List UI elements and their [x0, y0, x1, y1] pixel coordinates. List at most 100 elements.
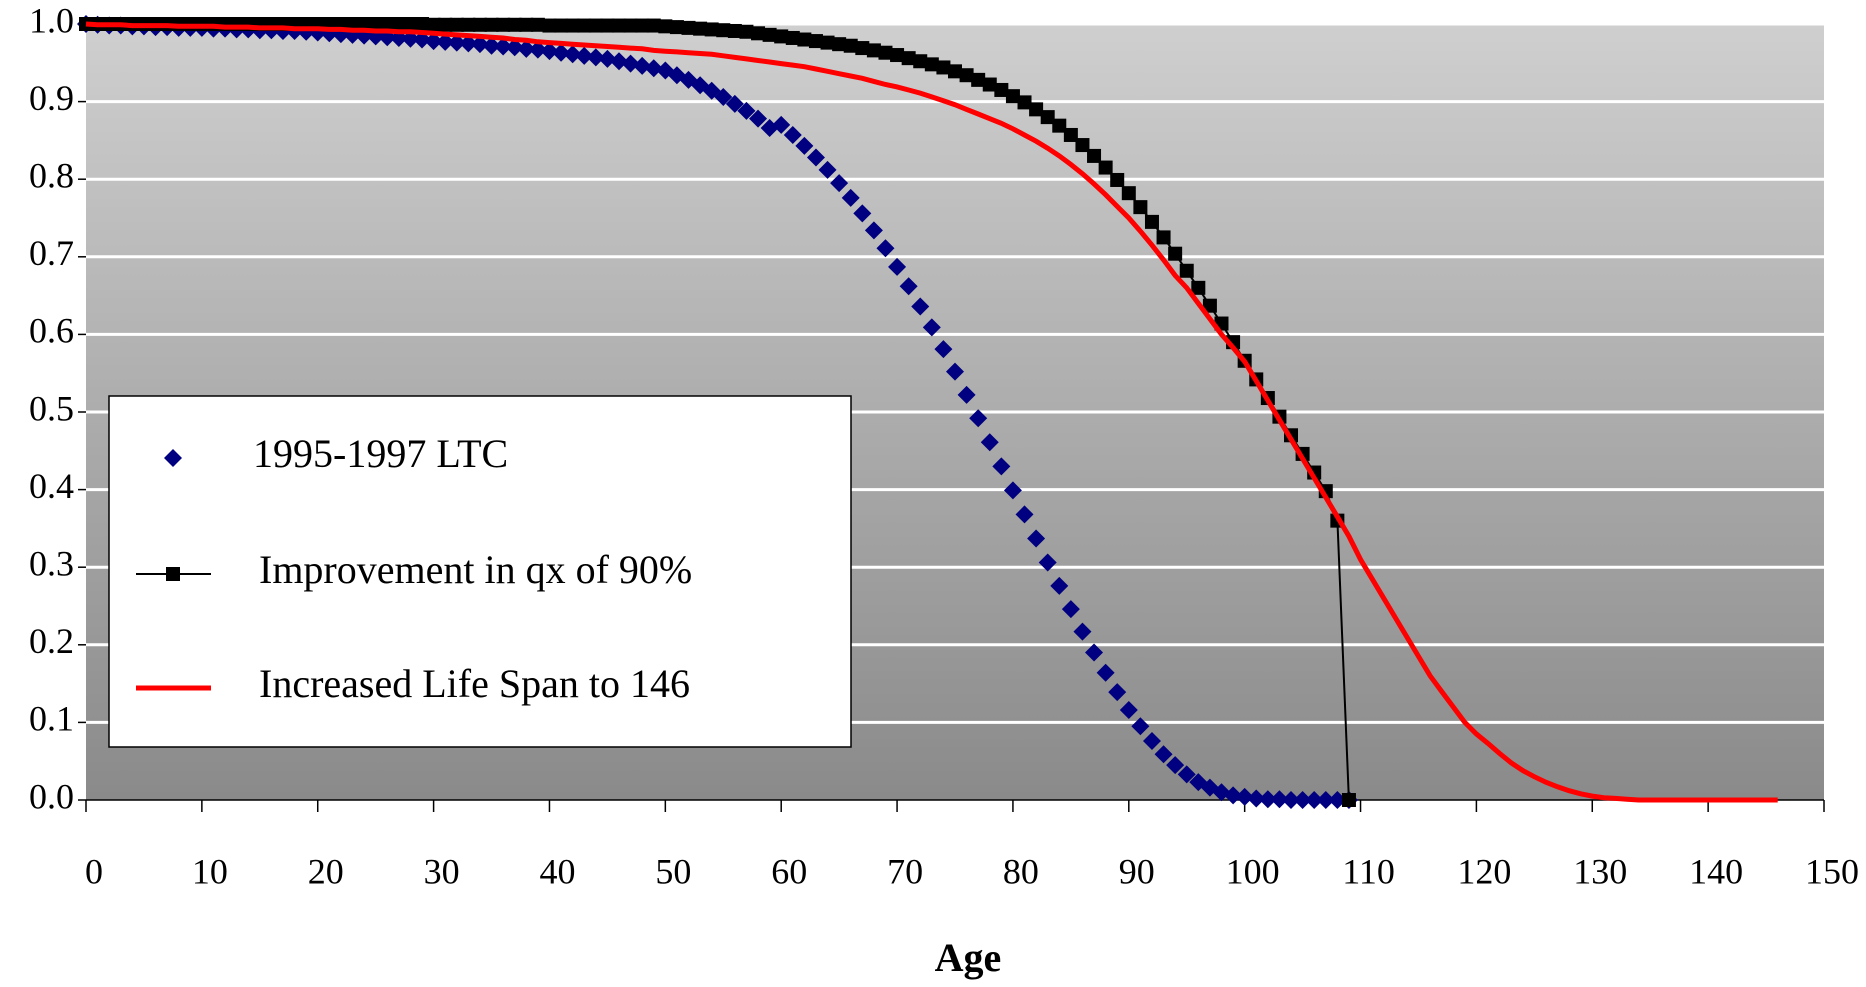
- square-marker: [565, 18, 580, 33]
- diamond-marker: [1224, 786, 1243, 805]
- square-marker: [1040, 110, 1055, 125]
- square-marker: [415, 17, 430, 31]
- diamond-marker: [1328, 791, 1347, 809]
- square-marker: [1052, 118, 1067, 133]
- square-marker: [357, 17, 372, 31]
- legend-symbol: [164, 449, 182, 467]
- square-marker: [774, 29, 789, 44]
- x-tick-label: 110: [1342, 851, 1395, 891]
- y-tick-label: 0.7: [29, 233, 74, 273]
- y-tick-label: 0.5: [29, 388, 74, 428]
- diamond-marker: [1305, 791, 1324, 809]
- legend-label: 1995-1997 LTC: [253, 431, 508, 476]
- square-marker: [693, 21, 708, 36]
- square-marker: [1202, 298, 1217, 313]
- diamond-marker: [598, 49, 617, 68]
- legend: 1995-1997 LTC Improvement in qx of 90% Inc…: [108, 395, 852, 748]
- square-marker: [1017, 95, 1032, 110]
- y-tick-label: 0.8: [29, 155, 74, 195]
- x-tick-label: 70: [887, 851, 923, 891]
- square-marker: [832, 37, 847, 52]
- diamond-marker: [1142, 732, 1161, 751]
- square-marker: [611, 18, 626, 33]
- square-marker: [762, 27, 777, 42]
- square-marker: [1156, 230, 1171, 245]
- square-marker: [1121, 186, 1136, 201]
- square-marker: [866, 43, 881, 58]
- square-marker: [1005, 89, 1020, 104]
- square-marker: [484, 17, 499, 32]
- square-marker: [496, 17, 511, 32]
- diamond-marker: [772, 115, 791, 134]
- x-tick-label: 100: [1226, 851, 1280, 891]
- diamond-marker: [331, 25, 350, 44]
- legend-label: Improvement in qx of 90%: [259, 547, 692, 592]
- x-tick-label: 30: [424, 851, 460, 891]
- square-marker: [588, 18, 603, 33]
- diamond-marker: [389, 28, 408, 47]
- square-marker: [1191, 280, 1206, 295]
- square-marker: [391, 17, 406, 31]
- diamond-marker: [1096, 663, 1115, 682]
- diamond-marker: [1015, 505, 1034, 524]
- diamond-marker: [737, 101, 756, 120]
- square-marker: [878, 45, 893, 60]
- square-marker: [1063, 127, 1078, 142]
- x-tick-label: 60: [771, 851, 807, 891]
- square-marker: [1087, 148, 1102, 163]
- square-marker: [449, 17, 464, 32]
- diamond-marker: [1177, 765, 1196, 784]
- diamond-marker: [957, 385, 976, 404]
- square-marker: [994, 82, 1009, 97]
- square-marker: [530, 17, 545, 32]
- diamond-marker: [517, 39, 536, 58]
- square-marker: [797, 32, 812, 47]
- square-marker: [1179, 263, 1194, 278]
- square-marker: [600, 18, 615, 33]
- diamond-marker: [725, 94, 744, 113]
- square-marker: [913, 54, 928, 69]
- x-tick-label: 140: [1689, 851, 1743, 891]
- x-tick-label: 120: [1457, 851, 1511, 891]
- diamond-marker: [992, 457, 1011, 476]
- square-marker: [1098, 160, 1113, 175]
- diamond-marker: [830, 174, 849, 193]
- square-marker: [577, 18, 592, 33]
- square-marker: [554, 18, 569, 33]
- square-marker: [403, 17, 418, 31]
- x-tick-label: 90: [1119, 851, 1155, 891]
- square-marker: [461, 17, 476, 32]
- diamond-marker: [633, 56, 652, 75]
- square-marker: [368, 17, 383, 31]
- square-marker: [623, 18, 638, 33]
- diamond-marker: [853, 204, 872, 223]
- y-tick-label: 0.9: [29, 78, 74, 118]
- square-marker: [843, 38, 858, 53]
- diamond-marker: [749, 109, 768, 128]
- square-marker: [669, 20, 684, 35]
- square-marker: [1341, 793, 1356, 807]
- square-marker: [426, 17, 441, 32]
- diamond-marker: [1131, 717, 1150, 736]
- legend-symbol: [166, 567, 180, 581]
- diamond-marker: [841, 188, 860, 207]
- diamond-marker: [1119, 700, 1138, 719]
- diamond-marker: [922, 318, 941, 337]
- square-marker: [635, 18, 650, 33]
- diamond-marker: [494, 37, 513, 56]
- square-marker: [716, 23, 731, 38]
- diamond-marker: [482, 36, 501, 55]
- diamond-marker: [424, 32, 443, 51]
- diamond-marker: [1166, 756, 1185, 775]
- diamond-marker: [1027, 529, 1046, 548]
- x-tick-label: 10: [192, 851, 228, 891]
- square-marker: [507, 17, 522, 32]
- square-marker: [1168, 246, 1183, 261]
- diamond-marker: [1258, 790, 1277, 809]
- diamond-marker: [1270, 790, 1289, 809]
- square-marker: [982, 77, 997, 92]
- square-marker: [380, 17, 395, 31]
- diamond-marker: [783, 125, 802, 144]
- diamond-marker: [969, 409, 988, 428]
- diamond-marker: [563, 45, 582, 64]
